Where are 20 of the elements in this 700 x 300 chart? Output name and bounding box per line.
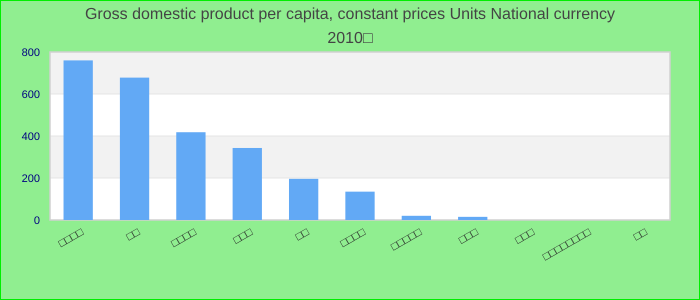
y-tick-label: 0 — [34, 215, 40, 227]
bar — [345, 192, 375, 220]
x-tick-label: □□□ — [232, 226, 256, 247]
bar — [402, 216, 432, 220]
x-tick-label: □□□ — [456, 226, 481, 247]
bar — [458, 216, 488, 220]
y-tick-label: 600 — [22, 89, 40, 101]
x-tick-label: □□□ — [513, 226, 537, 247]
bar — [232, 148, 262, 220]
bar — [176, 132, 206, 220]
chart-title: Gross domestic product per capita, constant prices Units National currency 2010□ — [84, 6, 616, 47]
x-tick-label: □□ — [294, 226, 312, 244]
bar — [120, 78, 150, 220]
bar — [64, 60, 93, 220]
y-tick-label: 400 — [22, 131, 40, 143]
bar — [288, 178, 318, 220]
x-tick-label: □□ — [124, 226, 142, 244]
y-tick-label: 800 — [22, 47, 40, 59]
x-tick-label: □□ — [632, 226, 650, 244]
y-tick-label: 200 — [22, 173, 40, 185]
